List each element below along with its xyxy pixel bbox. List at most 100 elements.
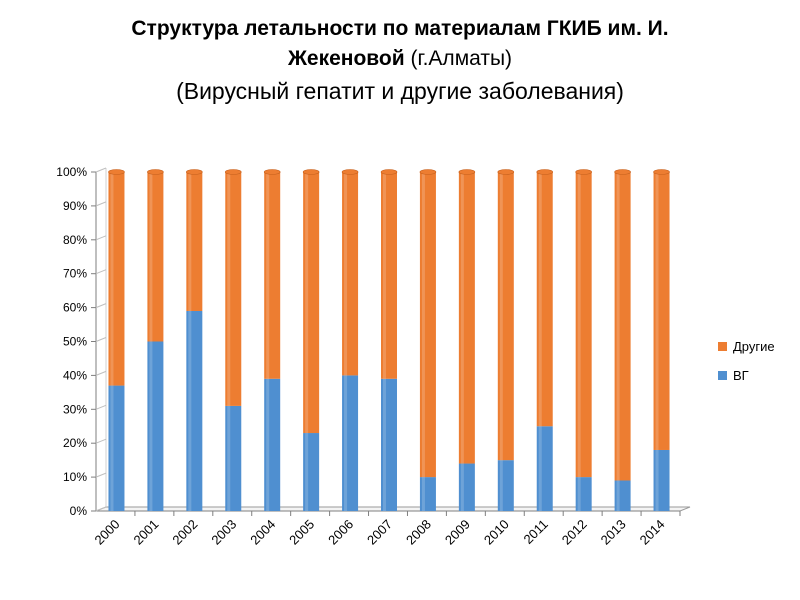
bar-segment <box>342 375 359 511</box>
bar-top-cap <box>302 169 320 175</box>
y-tick-depth <box>95 303 107 309</box>
x-tick-label: 2004 <box>247 517 278 548</box>
bar-highlight <box>655 172 659 450</box>
bar-segment <box>186 172 203 311</box>
bar-highlight <box>460 172 464 464</box>
y-tick-label: 0% <box>70 504 88 518</box>
bar-highlight <box>538 172 542 427</box>
y-tick-depth <box>95 370 107 376</box>
bar-top-cap <box>458 169 476 175</box>
bar-highlight <box>383 172 386 379</box>
bar-segment <box>264 172 281 379</box>
bar-highlight <box>383 378 386 511</box>
bar-segment <box>497 460 514 511</box>
bar-highlight <box>577 477 581 511</box>
legend-swatch-drugie <box>718 341 727 351</box>
legend-label-drugie: Другие <box>733 338 775 354</box>
bar-highlight <box>227 405 231 511</box>
y-tick-label: 90% <box>63 199 87 213</box>
bar-segment <box>147 341 164 511</box>
bar-segment <box>303 172 320 434</box>
bar-segment <box>147 172 164 342</box>
bar-segment <box>381 378 397 511</box>
bar-segment <box>575 172 592 478</box>
bar-segment <box>225 172 242 406</box>
bar-segment <box>186 310 203 511</box>
bar-highlight <box>305 433 309 511</box>
bar-segment <box>225 405 242 511</box>
bar-segment <box>458 172 475 464</box>
x-tick-label: 2007 <box>364 517 395 548</box>
bar-segment <box>536 172 553 427</box>
y-tick-label: 60% <box>63 301 87 315</box>
chart-title: Структура летальности по материалам ГКИБ… <box>0 14 800 108</box>
y-tick-depth <box>95 472 107 478</box>
bar-highlight <box>499 460 503 511</box>
bar-segment <box>381 172 397 379</box>
y-tick-depth <box>95 506 107 512</box>
y-tick-depth <box>95 167 107 173</box>
legend-item-vg: ВГ <box>718 365 775 385</box>
bar-top-cap <box>653 169 670 175</box>
x-tick-label: 2013 <box>598 517 629 548</box>
bar-segment <box>264 378 281 511</box>
y-tick-label: 80% <box>63 233 87 247</box>
bar-highlight <box>149 341 153 511</box>
legend-label-vg: ВГ <box>733 367 749 383</box>
bar-top-cap <box>108 169 125 175</box>
bar-segment <box>342 172 359 376</box>
y-tick-label: 30% <box>63 402 87 416</box>
x-tick-label: 2010 <box>481 517 512 548</box>
bar-segment <box>419 172 436 478</box>
bar-top-cap <box>224 169 242 175</box>
bar-top-cap <box>263 169 281 175</box>
bar-segment <box>614 480 631 511</box>
x-tick-label: 2001 <box>130 517 161 548</box>
bar-highlight <box>188 172 192 311</box>
y-tick-depth <box>95 269 107 275</box>
bar-top-cap <box>575 169 592 175</box>
bar-highlight <box>266 172 270 379</box>
x-tick-label: 2000 <box>92 517 123 548</box>
bar-top-cap <box>614 169 631 175</box>
x-tick-label: 2012 <box>559 517 590 548</box>
x-tick-label: 2011 <box>520 517 550 547</box>
bar-highlight <box>266 378 270 511</box>
bar-highlight <box>616 172 620 481</box>
title-line-2-rest: (г.Алматы) <box>404 47 513 70</box>
bar-top-cap <box>536 169 554 175</box>
y-tick-label: 50% <box>63 335 87 349</box>
bar-highlight <box>149 172 153 342</box>
bar-highlight <box>110 172 114 386</box>
bar-top-cap <box>341 169 359 175</box>
bar-segment <box>497 172 514 461</box>
bar-highlight <box>499 172 503 461</box>
y-tick-depth <box>95 235 107 241</box>
bar-segment <box>419 477 436 511</box>
bar-highlight <box>305 172 309 434</box>
x-tick-label: 2014 <box>637 517 668 548</box>
y-tick-depth <box>95 438 107 444</box>
x-tick-label: 2008 <box>403 517 434 548</box>
title-line-3: (Вирусный гепатит и другие заболевания) <box>176 78 624 104</box>
bar-top-cap <box>419 169 437 175</box>
bar-segment <box>108 172 125 386</box>
bar-segment <box>536 426 553 511</box>
x-tick-label: 2009 <box>442 517 473 548</box>
bar-segment <box>108 385 125 511</box>
bar-highlight <box>538 426 542 511</box>
x-tick-label: 2005 <box>286 517 317 548</box>
bar-highlight <box>421 172 425 478</box>
bar-highlight <box>188 310 192 511</box>
bar-segment <box>653 172 670 450</box>
legend: Другие ВГ <box>718 336 775 394</box>
bar-highlight <box>421 477 425 511</box>
x-tick-label: 2006 <box>325 517 356 548</box>
bar-segment <box>653 449 670 511</box>
y-tick-label: 70% <box>63 267 87 281</box>
y-tick-label: 10% <box>63 470 87 484</box>
y-tick-label: 100% <box>56 165 87 179</box>
bar-highlight <box>460 463 464 511</box>
bar-segment <box>458 463 475 511</box>
